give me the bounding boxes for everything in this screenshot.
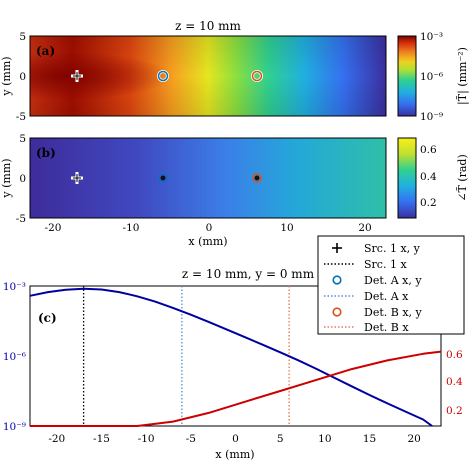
panel-c-right-ytick: 0.2 bbox=[446, 405, 463, 417]
panel-a-ytick: 5 bbox=[19, 31, 26, 43]
panel-c-label: (c) bbox=[38, 311, 57, 325]
panel-a-heatmap bbox=[29, 35, 387, 117]
panel-a-ytick: 0 bbox=[19, 71, 26, 83]
panel-c-xtick: 0 bbox=[232, 433, 239, 445]
panel-c-xtick: -5 bbox=[186, 433, 196, 445]
panel-b-xtick: 10 bbox=[280, 222, 293, 234]
colorbar-a-tick: 10⁻⁶ bbox=[420, 71, 443, 83]
panel-c-xticks: -20 -15 -10 -5 0 5 10 15 20 bbox=[48, 433, 421, 445]
panel-c-series bbox=[29, 287, 442, 427]
colorbar-a-tick: 10⁻⁹ bbox=[420, 111, 443, 123]
panel-c-xtick: -10 bbox=[138, 433, 155, 445]
panel-a-title: z = 10 mm bbox=[175, 19, 241, 33]
panel-b-ytick: 5 bbox=[19, 133, 26, 145]
panel-c-xtick: 10 bbox=[318, 433, 331, 445]
panel-c-left-ytick: 10⁻⁶ bbox=[3, 351, 26, 363]
panel-a-marker-src1 bbox=[71, 70, 83, 82]
colorbar-a-label: |T̃| (mm⁻²) bbox=[456, 47, 470, 105]
panel-b-heatmap bbox=[29, 137, 387, 219]
panel-c-xtick: 5 bbox=[277, 433, 284, 445]
legend-label: Det. A x bbox=[364, 290, 409, 303]
panel-a-yticks: 5 0 -5 bbox=[16, 31, 26, 123]
legend-label: Det. B x bbox=[364, 321, 409, 334]
legend: Src. 1 x, y Src. 1 x Det. A x, y Det. A … bbox=[317, 235, 465, 335]
colorbar-a-tick: 10⁻³ bbox=[420, 31, 443, 43]
legend-entry-det-a-x: Det. A x bbox=[324, 290, 409, 303]
panel-b-xlabel: x (mm) bbox=[188, 235, 227, 248]
panel-b-xtick: 20 bbox=[358, 222, 371, 234]
panel-b-ytick: -5 bbox=[16, 213, 26, 225]
panel-c-xlabel: x (mm) bbox=[215, 448, 254, 461]
legend-label: Src. 1 x, y bbox=[364, 242, 421, 255]
panel-b-xtick: 0 bbox=[206, 222, 213, 234]
legend-label: Src. 1 x bbox=[364, 258, 407, 271]
panel-b-marker-src1 bbox=[71, 172, 83, 184]
panel-a-ytick: -5 bbox=[16, 111, 26, 123]
panel-b-ytick: 0 bbox=[19, 173, 26, 185]
panel-b-label: (b) bbox=[36, 146, 56, 160]
panel-b-colorbar: 0.6 0.4 0.2 ∠T̃ (rad) bbox=[397, 137, 469, 219]
panel-c-right-yticks: 0.6 0.4 0.2 bbox=[446, 349, 463, 417]
panel-c-right-ytick: 0.6 bbox=[446, 349, 463, 361]
panel-c-series-line-magnitude bbox=[29, 287, 433, 427]
legend-entry-det-b-x: Det. B x bbox=[324, 321, 409, 334]
panel-c-series-line-phase bbox=[30, 350, 442, 427]
panel-a-colorbar: 10⁻³ 10⁻⁶ 10⁻⁹ |T̃| (mm⁻²) bbox=[397, 31, 470, 123]
legend-entry-det-a-xy: Det. A x, y bbox=[332, 274, 422, 287]
panel-b-xtick: -20 bbox=[45, 222, 62, 234]
colorbar-b-tick: 0.2 bbox=[420, 197, 437, 209]
legend-entry-det-b-xy: Det. B x, y bbox=[332, 306, 423, 319]
panel-c-xtick: -20 bbox=[48, 433, 65, 445]
legend-label: Det. B x, y bbox=[364, 306, 423, 319]
panel-c-xtick: 20 bbox=[408, 433, 421, 445]
panel-c-title: z = 10 mm, y = 0 mm bbox=[182, 267, 315, 281]
colorbar-b-label: ∠T̃ (rad) bbox=[456, 154, 469, 202]
panel-a-marker-det-b bbox=[251, 70, 263, 82]
colorbar-b-tick: 0.6 bbox=[420, 144, 437, 156]
panel-c-xtick: 15 bbox=[363, 433, 376, 445]
panel-b-xtick: -10 bbox=[123, 222, 140, 234]
panel-c-right-ytick: 0.4 bbox=[446, 376, 463, 388]
panel-b-ylabel: y (mm) bbox=[0, 158, 13, 198]
panel-b-marker-det-a bbox=[158, 173, 168, 183]
panel-c-left-ytick: 10⁻³ bbox=[3, 281, 26, 293]
panel-a-ylabel: y (mm) bbox=[0, 56, 13, 96]
panel-b-marker-det-b bbox=[252, 173, 262, 183]
panel-a-marker-det-a bbox=[157, 70, 169, 82]
legend-entry-src1-xy: Src. 1 x, y bbox=[332, 242, 421, 255]
panel-b-yticks: 5 0 -5 bbox=[16, 133, 26, 225]
panel-c-left-ytick: 10⁻⁹ bbox=[3, 421, 26, 433]
legend-label: Det. A x, y bbox=[364, 274, 422, 287]
colorbar-b-tick: 0.4 bbox=[420, 171, 437, 183]
panel-a-label: (a) bbox=[36, 44, 55, 58]
legend-entry-src1-x: Src. 1 x bbox=[324, 258, 407, 271]
panel-b-xticks: -20 -10 0 10 20 bbox=[45, 222, 372, 234]
panel-c-xtick: -15 bbox=[93, 433, 110, 445]
panel-c-left-yticks: 10⁻³ 10⁻⁶ 10⁻⁹ bbox=[3, 281, 26, 433]
